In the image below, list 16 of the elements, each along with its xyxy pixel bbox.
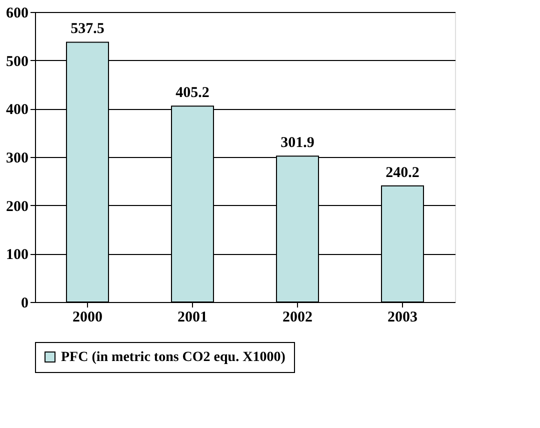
data-label: 240.2 [386, 164, 420, 181]
y-tick-label: 400 [6, 102, 28, 118]
data-label: 537.5 [70, 21, 104, 38]
data-label: 301.9 [280, 135, 314, 152]
x-tick-label: 2000 [72, 310, 102, 326]
y-tick-label: 600 [6, 6, 28, 22]
x-tick-label: 2003 [388, 310, 418, 326]
y-tick-label: 100 [6, 247, 28, 264]
data-label: 405.2 [176, 85, 210, 102]
x-tick-label: 2001 [178, 310, 208, 326]
y-tick-label: 500 [6, 54, 28, 70]
legend-label: PFC (in metric tons CO2 equ. X1000) [61, 350, 286, 365]
x-tick-label: 2002 [282, 310, 312, 326]
y-tick-label: 300 [6, 150, 28, 166]
y-tick-label: 200 [6, 198, 28, 215]
y-tick-label: 0 [21, 296, 28, 312]
